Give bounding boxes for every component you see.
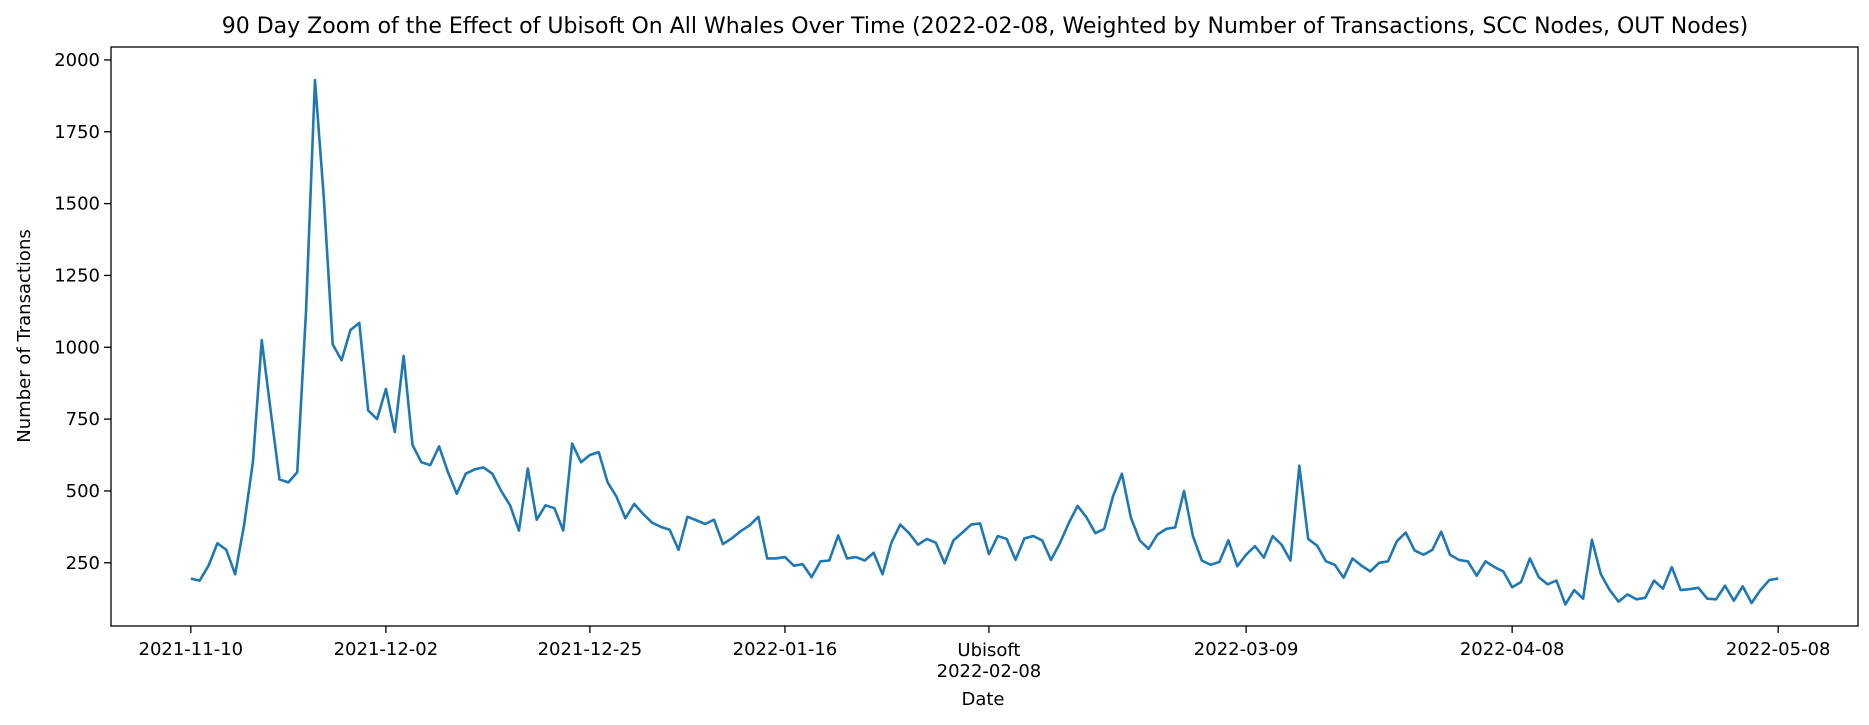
y-tick-label: 1750 — [54, 122, 100, 143]
y-tick-label: 250 — [66, 553, 100, 574]
chart-title: 90 Day Zoom of the Effect of Ubisoft On … — [222, 14, 1749, 39]
x-tick-label: 2021-12-25 — [538, 639, 643, 660]
x-tick-label: 2022-05-08 — [1726, 639, 1831, 660]
x-tick-label: 2022-03-09 — [1194, 639, 1299, 660]
y-axis-label: Number of Transactions — [14, 229, 35, 442]
y-axis: 250 500 750 1000 1250 1500 1750 2000 — [54, 50, 111, 574]
y-tick-label: 750 — [66, 409, 100, 430]
x-tick-label: 2021-11-10 — [139, 639, 244, 660]
x-tick-label: 2022-01-16 — [733, 639, 838, 660]
plot-frame — [110, 46, 1859, 627]
event-annotation-label: Ubisoft — [957, 640, 1020, 661]
series-line — [190, 78, 1779, 606]
x-tick-label: 2021-12-02 — [334, 639, 439, 660]
y-tick-label: 2000 — [54, 50, 100, 71]
x-axis-label: Date — [961, 689, 1004, 710]
y-tick-label: 1250 — [54, 265, 100, 286]
y-tick-label: 1500 — [54, 194, 100, 215]
x-tick-label: 2022-04-08 — [1460, 639, 1565, 660]
y-tick-label: 500 — [66, 481, 100, 502]
x-tick-label: 2022-02-08 — [937, 661, 1042, 682]
y-tick-label: 1000 — [54, 337, 100, 358]
x-axis: 2021-11-10 2021-12-02 2021-12-25 2022-01-16… — [139, 626, 1831, 682]
